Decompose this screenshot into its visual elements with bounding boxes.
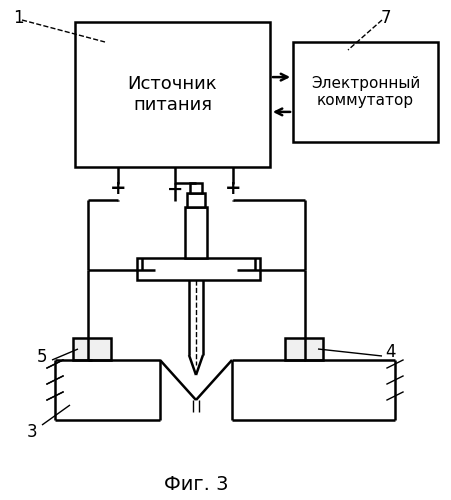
Bar — [137, 258, 260, 280]
Text: +: + — [110, 180, 126, 199]
Text: Электронный
коммутатор: Электронный коммутатор — [311, 76, 420, 108]
Text: 3: 3 — [27, 423, 37, 441]
Bar — [187, 193, 205, 207]
Bar — [73, 338, 111, 360]
Text: 5: 5 — [37, 348, 47, 366]
Text: 4: 4 — [385, 343, 395, 361]
Text: 1: 1 — [13, 9, 23, 27]
Text: Фиг. 3: Фиг. 3 — [164, 476, 228, 494]
Bar — [293, 42, 438, 142]
Text: +: + — [225, 180, 241, 199]
Bar — [285, 338, 323, 360]
Bar — [190, 183, 202, 193]
Text: −: − — [167, 180, 183, 199]
Text: 7: 7 — [381, 9, 391, 27]
Bar — [185, 207, 207, 258]
Text: Источник
питания: Источник питания — [128, 75, 217, 114]
Bar — [75, 22, 270, 167]
